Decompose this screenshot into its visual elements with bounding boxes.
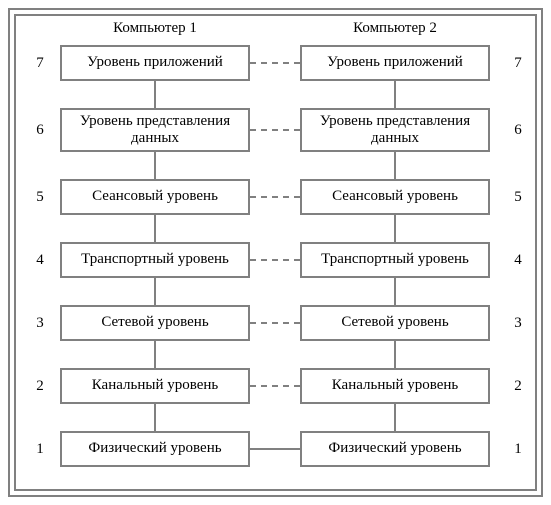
num-1-right: 1	[508, 441, 528, 458]
num-4-left: 4	[30, 252, 50, 269]
layer-4-left: Транспортный уровень	[60, 242, 250, 278]
header-left: Компьютер 1	[60, 20, 250, 37]
num-2-right: 2	[508, 378, 528, 395]
num-6-left: 6	[30, 122, 50, 139]
layer-1-right: Физический уровень	[300, 431, 490, 467]
layer-7-left: Уровень приложений	[60, 45, 250, 81]
layer-1-left: Физический уровень	[60, 431, 250, 467]
layer-4-right: Транспортный уровень	[300, 242, 490, 278]
layer-5-left: Сеансовый уровень	[60, 179, 250, 215]
num-2-left: 2	[30, 378, 50, 395]
num-7-right: 7	[508, 55, 528, 72]
osi-diagram: Компьютер 1 Компьютер 2 Уровень приложений…	[0, 0, 551, 505]
num-1-left: 1	[30, 441, 50, 458]
layer-7-right: Уровень приложений	[300, 45, 490, 81]
layer-2-right: Канальный уровень	[300, 368, 490, 404]
num-3-left: 3	[30, 315, 50, 332]
layer-5-right: Сеансовый уровень	[300, 179, 490, 215]
num-5-right: 5	[508, 189, 528, 206]
num-5-left: 5	[30, 189, 50, 206]
num-4-right: 4	[508, 252, 528, 269]
layer-3-left: Сетевой уровень	[60, 305, 250, 341]
layer-3-right: Сетевой уровень	[300, 305, 490, 341]
header-right: Компьютер 2	[300, 20, 490, 37]
num-6-right: 6	[508, 122, 528, 139]
num-3-right: 3	[508, 315, 528, 332]
layer-2-left: Канальный уровень	[60, 368, 250, 404]
layer-6-left: Уровень представления данных	[60, 108, 250, 152]
layer-6-right: Уровень представления данных	[300, 108, 490, 152]
num-7-left: 7	[30, 55, 50, 72]
